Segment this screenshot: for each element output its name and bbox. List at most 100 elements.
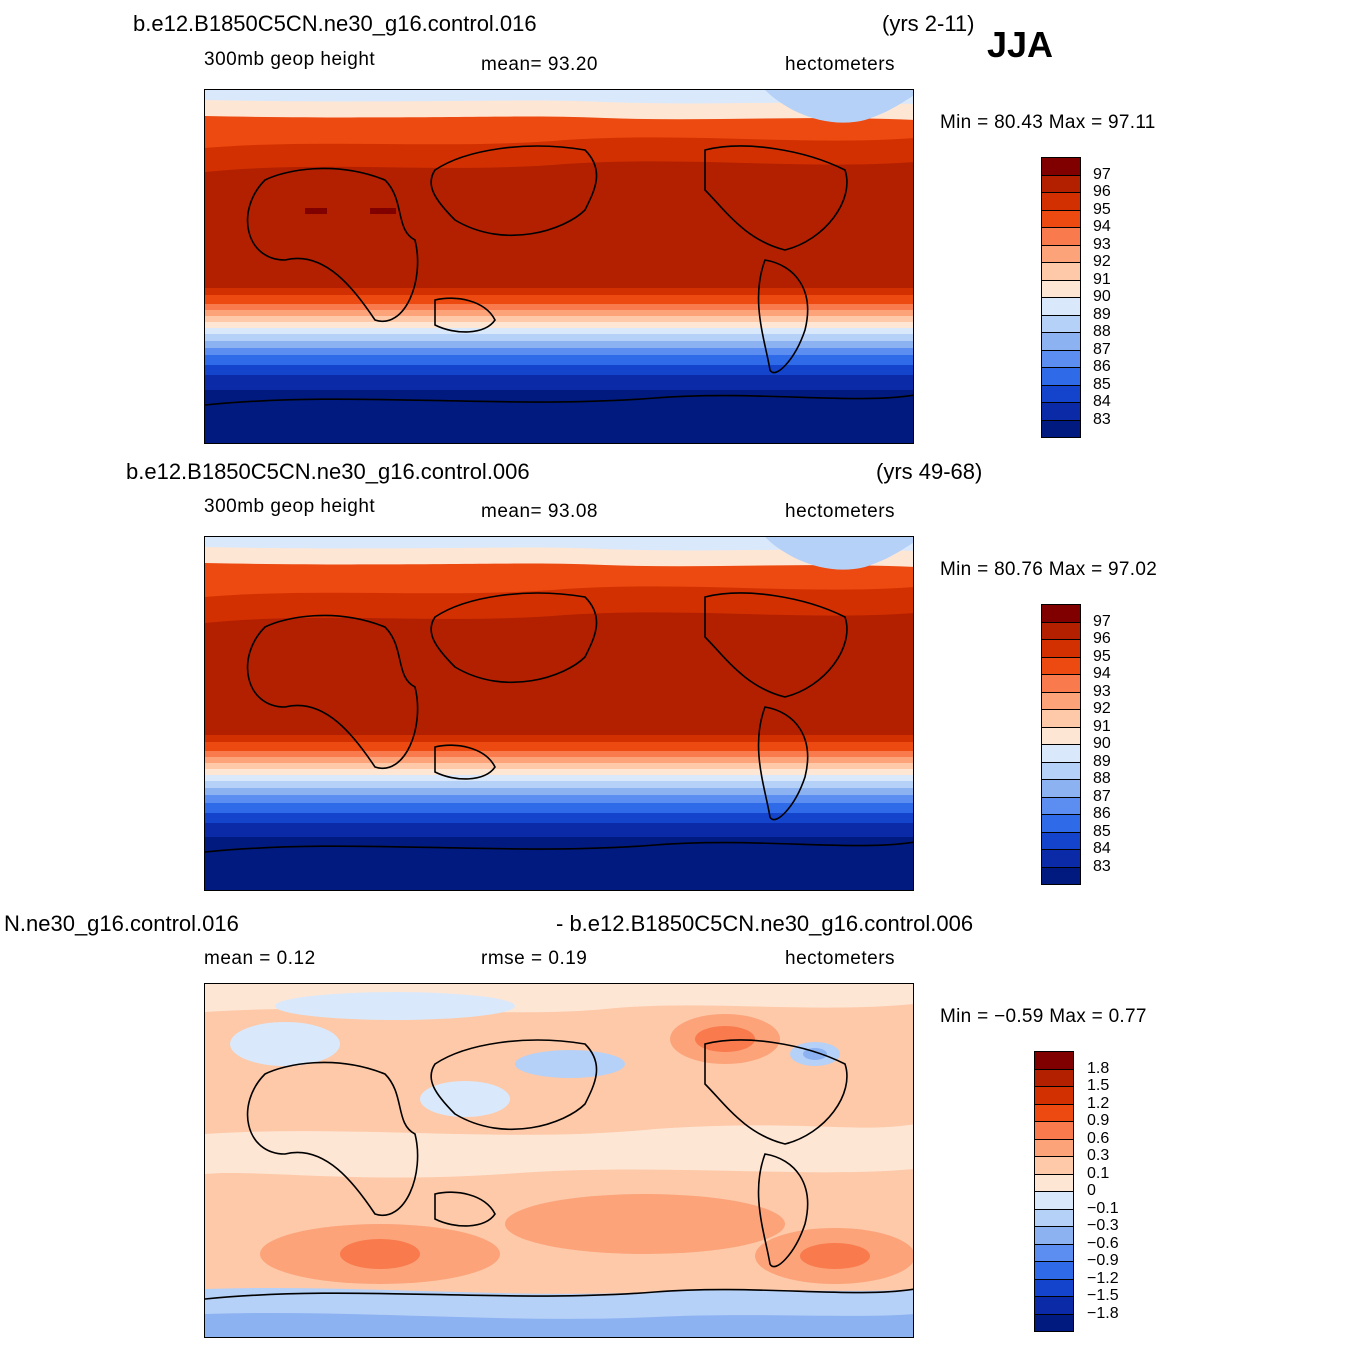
panel2-case-title: b.e12.B1850C5CN.ne30_g16.control.006 bbox=[126, 459, 530, 484]
colorbar-label: 0.6 bbox=[1087, 1129, 1110, 1147]
colorbar-swatch bbox=[1041, 419, 1081, 438]
colorbar-swatch bbox=[1041, 402, 1081, 421]
colorbar-swatch bbox=[1041, 367, 1081, 386]
colorbar-swatch bbox=[1034, 1296, 1074, 1315]
colorbar-label: −1.2 bbox=[1087, 1269, 1119, 1287]
colorbar-swatch bbox=[1041, 674, 1081, 693]
colorbar-swatch bbox=[1034, 1313, 1074, 1332]
panel1-map bbox=[204, 89, 914, 444]
colorbar-label: 93 bbox=[1093, 682, 1111, 700]
colorbar-label: −1.5 bbox=[1087, 1287, 1119, 1304]
colorbar-swatch bbox=[1041, 796, 1081, 815]
colorbar-label: 91 bbox=[1093, 270, 1111, 288]
panel2-units: hectometers bbox=[785, 501, 896, 522]
colorbar-label: −0.1 bbox=[1087, 1199, 1119, 1217]
colorbar-swatch bbox=[1041, 604, 1081, 623]
colorbar-label: 90 bbox=[1093, 288, 1111, 305]
colorbar-label: −0.6 bbox=[1087, 1234, 1119, 1252]
colorbar-label: 1.2 bbox=[1087, 1094, 1110, 1112]
colorbar-label: 0.1 bbox=[1087, 1164, 1110, 1182]
panel3-rmse: rmse = 0.19 bbox=[481, 948, 588, 969]
colorbar-swatch bbox=[1034, 1278, 1074, 1297]
colorbar-swatch bbox=[1041, 227, 1081, 246]
colorbar-label: 97 bbox=[1093, 165, 1111, 183]
colorbar-swatch bbox=[1034, 1121, 1074, 1140]
colorbar-label: 93 bbox=[1093, 235, 1111, 253]
colorbar-swatch bbox=[1041, 726, 1081, 745]
colorbar-label: 86 bbox=[1093, 358, 1111, 375]
colorbar-label: 84 bbox=[1093, 393, 1111, 410]
colorbar-label: 89 bbox=[1093, 752, 1111, 770]
colorbar-label: −0.9 bbox=[1087, 1252, 1119, 1269]
colorbar-label: 1.8 bbox=[1087, 1059, 1110, 1077]
colorbar-label: 92 bbox=[1093, 700, 1111, 717]
colorbar-swatch bbox=[1034, 1226, 1074, 1245]
panel3-mean: mean = 0.12 bbox=[204, 948, 316, 969]
panel3-minmax: Min = −0.59 Max = 0.77 bbox=[940, 1006, 1147, 1027]
panel2-minmax: Min = 80.76 Max = 97.02 bbox=[940, 559, 1158, 580]
colorbar-swatch bbox=[1041, 639, 1081, 658]
panel2-mean: mean= 93.08 bbox=[481, 501, 598, 522]
colorbar-label: −1.8 bbox=[1087, 1304, 1119, 1322]
colorbar-swatch bbox=[1041, 279, 1081, 298]
colorbar-label: 88 bbox=[1093, 770, 1111, 787]
colorbar-label: 91 bbox=[1093, 717, 1111, 735]
panel3-units: hectometers bbox=[785, 948, 896, 969]
colorbar-swatch bbox=[1041, 691, 1081, 710]
colorbar-label: 96 bbox=[1093, 183, 1111, 200]
panel1-years: (yrs 2-11) bbox=[882, 11, 975, 36]
colorbar-label: 83 bbox=[1093, 857, 1111, 875]
colorbar-label: 97 bbox=[1093, 612, 1111, 630]
colorbar-swatch bbox=[1034, 1138, 1074, 1157]
colorbar-label: 95 bbox=[1093, 200, 1111, 218]
panel1-colorbar bbox=[1041, 157, 1081, 438]
panel2-years: (yrs 49-68) bbox=[876, 459, 983, 484]
colorbar-label: 92 bbox=[1093, 253, 1111, 270]
colorbar-label: 90 bbox=[1093, 735, 1111, 752]
colorbar-swatch bbox=[1041, 244, 1081, 263]
colorbar-label: 88 bbox=[1093, 323, 1111, 340]
colorbar-swatch bbox=[1041, 192, 1081, 211]
panel2-contour-field bbox=[205, 537, 913, 890]
colorbar-swatch bbox=[1041, 297, 1081, 316]
colorbar-swatch bbox=[1034, 1156, 1074, 1175]
colorbar-swatch bbox=[1041, 174, 1081, 193]
colorbar-label: 0.9 bbox=[1087, 1112, 1110, 1129]
panel1-units: hectometers bbox=[785, 54, 896, 75]
colorbar-label: 85 bbox=[1093, 822, 1111, 840]
colorbar-label: 89 bbox=[1093, 305, 1111, 323]
colorbar-swatch bbox=[1041, 209, 1081, 228]
colorbar-swatch bbox=[1034, 1068, 1074, 1087]
colorbar-swatch bbox=[1041, 157, 1081, 176]
colorbar-swatch bbox=[1041, 262, 1081, 281]
panel1-minmax: Min = 80.43 Max = 97.11 bbox=[940, 112, 1156, 133]
panel3-case-title-right: - b.e12.B1850C5CN.ne30_g16.control.006 bbox=[556, 911, 974, 936]
panel2-variable: 300mb geop height bbox=[204, 496, 376, 517]
colorbar-swatch bbox=[1041, 314, 1081, 333]
panel1-case-title: b.e12.B1850C5CN.ne30_g16.control.016 bbox=[133, 11, 537, 36]
colorbar-swatch bbox=[1041, 849, 1081, 868]
panel3-colorbar bbox=[1034, 1051, 1074, 1332]
colorbar-swatch bbox=[1041, 761, 1081, 780]
colorbar-label: −0.3 bbox=[1087, 1217, 1119, 1234]
colorbar-label: 85 bbox=[1093, 375, 1111, 393]
colorbar-label: 94 bbox=[1093, 665, 1111, 682]
colorbar-swatch bbox=[1041, 814, 1081, 833]
panel1-contour-field bbox=[205, 90, 913, 443]
colorbar-swatch bbox=[1041, 779, 1081, 798]
panel3-map bbox=[204, 983, 914, 1338]
panel1-variable: 300mb geop height bbox=[204, 49, 376, 70]
colorbar-swatch bbox=[1041, 349, 1081, 368]
colorbar-swatch bbox=[1034, 1261, 1074, 1280]
colorbar-label: 94 bbox=[1093, 218, 1111, 235]
panel2-colorbar bbox=[1041, 604, 1081, 885]
colorbar-swatch bbox=[1041, 332, 1081, 351]
colorbar-swatch bbox=[1034, 1086, 1074, 1105]
colorbar-label: 87 bbox=[1093, 340, 1111, 358]
colorbar-swatch bbox=[1041, 621, 1081, 640]
colorbar-label: 86 bbox=[1093, 805, 1111, 822]
colorbar-swatch bbox=[1034, 1051, 1074, 1070]
colorbar-swatch bbox=[1041, 709, 1081, 728]
panel3-contour-field bbox=[205, 984, 913, 1337]
colorbar-swatch bbox=[1041, 744, 1081, 763]
